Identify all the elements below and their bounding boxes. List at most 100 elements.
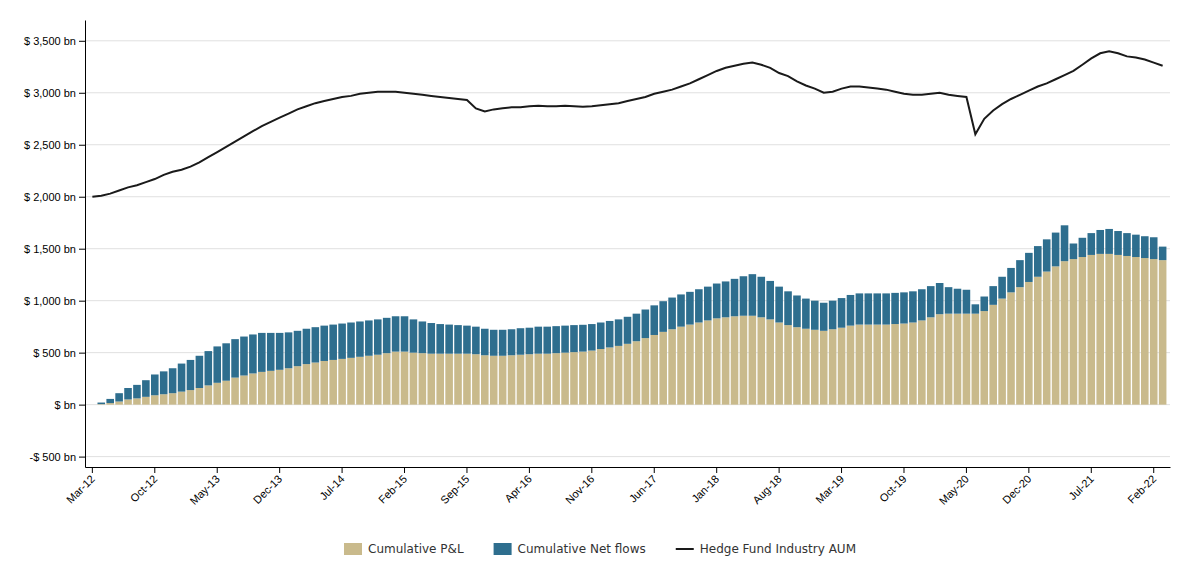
legend-label: Cumulative Net flows [518,542,646,556]
bar [624,344,632,405]
bar [231,378,239,405]
bar [481,355,489,404]
bar [900,324,908,405]
bar [1052,233,1060,267]
bar [106,403,114,405]
bar [365,320,373,355]
y-tick-mark [79,93,85,94]
bar [276,333,284,370]
bar [276,370,284,405]
x-tick: Mar-19 [813,467,846,506]
bar [258,333,266,372]
bar [499,356,507,405]
bar [766,319,774,404]
x-tick-label: Jun-17 [627,473,659,505]
bar [543,354,551,405]
bar [865,293,873,324]
y-tick: -$ 500 bn [30,451,85,463]
bar [508,329,516,355]
bar [909,291,917,322]
legend: Cumulative P&LCumulative Net flowsHedge … [344,542,856,556]
bar [454,354,462,405]
bar [1016,287,1024,404]
bar [847,295,855,326]
bar [383,353,391,404]
y-axis-line [85,21,86,468]
bar [410,353,418,405]
bar [1132,257,1140,405]
bar [633,341,641,404]
x-tick: Feb-22 [1125,467,1158,506]
bar [1025,282,1033,405]
bar [142,397,150,405]
legend-label: Hedge Fund Industry AUM [700,542,856,556]
bar [811,330,819,405]
x-tick: Dec-20 [1000,467,1034,506]
bar [499,330,507,356]
y-tick-label: $ 3,500 bn [24,35,76,47]
bar [490,330,498,356]
bar [561,326,569,353]
bar [97,403,105,405]
bar [811,301,819,330]
x-tick-mark [654,467,655,473]
y-tick-label: -$ 500 bn [30,451,76,463]
bar [695,289,703,322]
bar [169,393,177,404]
bar [972,314,980,405]
bar [936,283,944,314]
bar [829,301,837,330]
bar [704,287,712,321]
bar [356,321,364,356]
bar [775,323,783,405]
bar [757,277,765,318]
bar [918,289,926,320]
grid-line [85,40,1170,41]
bar [570,352,578,404]
bar [633,314,641,342]
bar [552,353,560,404]
bar [552,326,560,353]
bar [998,299,1006,405]
y-tick-label: $ 500 bn [33,347,76,359]
bar [1105,254,1113,405]
bar [294,366,302,404]
bar [205,385,213,404]
bar [1150,259,1158,405]
y-tick: $ 500 bn [33,347,85,359]
y-axis: -$ 500 bn$ bn$ 500 bn$ 1,000 bn$ 1,500 b… [24,21,86,468]
bar [419,321,427,353]
x-tick-mark [779,467,780,473]
bar [740,276,748,316]
bar [873,325,881,405]
bar [285,368,293,404]
bar [749,316,757,405]
x-tick: Dec-13 [251,467,285,506]
bar [410,319,418,352]
bar [445,325,453,354]
bar [401,316,409,351]
x-tick-mark [217,467,218,473]
bar [419,353,427,404]
bar [972,304,980,313]
x-tick: Oct-12 [128,467,160,504]
y-tick-mark [79,197,85,198]
bar [1150,237,1158,259]
x-tick-mark [404,467,405,473]
bar [989,286,997,305]
bar [160,371,168,394]
bar [954,314,962,405]
x-axis: Mar-12Oct-12May-13Dec-13Jul-14Feb-15Sep-… [64,467,1171,507]
x-tick-mark [1091,467,1092,473]
x-tick-label: Oct-12 [128,473,160,505]
bar [124,399,132,404]
bar [891,324,899,405]
bar [445,354,453,405]
bar [775,287,783,323]
x-tick-mark [716,467,717,473]
grid-line [85,196,1170,197]
bar [1079,238,1087,257]
x-tick-label: Sep-15 [438,473,472,507]
bar [205,351,213,385]
bar [704,320,712,404]
